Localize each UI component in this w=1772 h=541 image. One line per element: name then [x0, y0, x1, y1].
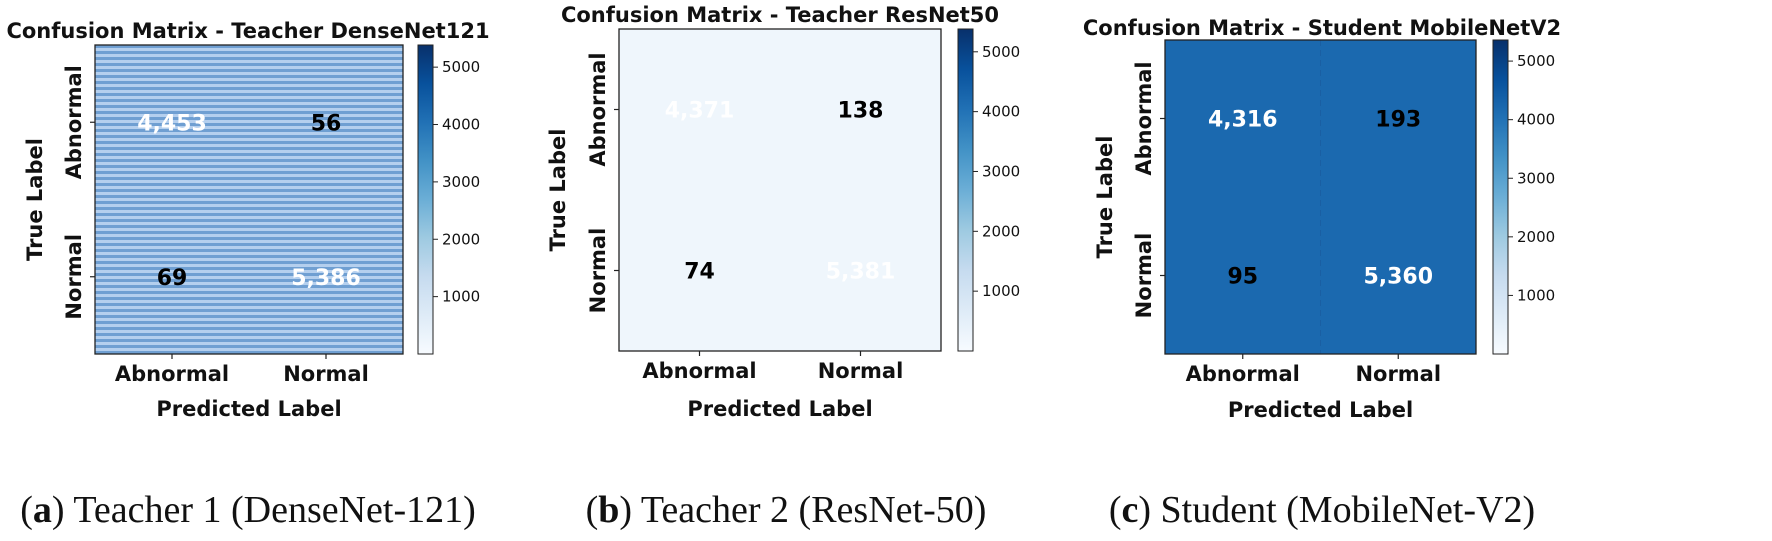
colorbar	[957, 28, 974, 352]
y-tick-label: Abnormal	[1132, 61, 1156, 175]
caption-b: (b) Teacher 2 (ResNet-50)	[585, 489, 987, 531]
cell-value-label: 69	[157, 266, 188, 291]
heatmap-cell	[619, 190, 780, 351]
heatmap-cell	[1165, 197, 1321, 354]
x-tick-label: Abnormal	[115, 362, 229, 386]
plot-frame	[94, 44, 404, 355]
plot-frame	[1164, 39, 1477, 355]
heatmap-cell	[1320, 197, 1476, 354]
y-tick-label: Normal	[62, 234, 86, 320]
heatmap-cell	[619, 29, 780, 190]
y-tick-label: Normal	[1132, 233, 1156, 319]
heatmap-cell	[95, 45, 249, 200]
cell-value-label: 56	[311, 111, 342, 136]
x-axis-label: Predicted Label	[1228, 398, 1413, 422]
colorbar-tick-label: 5000	[442, 58, 480, 76]
cell-value-label: 138	[838, 99, 884, 124]
x-tick-label: Normal	[818, 359, 904, 383]
cell-value-label: 193	[1375, 108, 1421, 133]
caption-a: (a) Teacher 1 (DenseNet-121)	[20, 489, 476, 531]
colorbar-tick-label: 1000	[442, 288, 480, 306]
colorbar-tick-label: 3000	[442, 173, 480, 191]
chart-title: Confusion Matrix - Student MobileNetV2	[1083, 16, 1561, 40]
y-axis-label: True Label	[1093, 136, 1117, 259]
y-tick-label: Abnormal	[62, 65, 86, 179]
caption-c: (c) Student (MobileNet-V2)	[1108, 489, 1536, 531]
colorbar-tick-label: 2000	[1517, 228, 1555, 246]
colorbar	[417, 44, 434, 355]
cell-value-label: 5,360	[1363, 265, 1433, 290]
colorbar-tick-label: 2000	[982, 222, 1020, 240]
y-tick-label: Abnormal	[586, 52, 610, 166]
cell-value-label: 4,316	[1208, 108, 1278, 133]
colorbar-tick-label: 4000	[982, 103, 1020, 121]
cell-value-label: 74	[684, 260, 715, 285]
x-tick-label: Abnormal	[1186, 362, 1300, 386]
colorbar-tick-label: 5000	[982, 43, 1020, 61]
heatmap-cell	[249, 199, 403, 354]
cell-value-label: 95	[1227, 265, 1258, 290]
chart-title: Confusion Matrix - Teacher DenseNet121	[6, 19, 489, 43]
colorbar-tick-label: 2000	[442, 230, 480, 248]
heatmap-cell	[249, 45, 403, 200]
x-tick-label: Normal	[1355, 362, 1441, 386]
colorbar-tick-label: 3000	[1517, 169, 1555, 187]
x-tick-label: Abnormal	[642, 359, 756, 383]
y-axis-label: True Label	[546, 129, 570, 252]
plot-frame	[618, 28, 942, 352]
y-tick-label: Normal	[586, 228, 610, 314]
heatmap-cell	[780, 190, 941, 351]
colorbar-tick-label: 5000	[1517, 52, 1555, 70]
heatmap-cell	[95, 199, 249, 354]
colorbar-tick-label: 1000	[1517, 286, 1555, 304]
colorbar-tick-label: 4000	[1517, 111, 1555, 129]
heatmap-cell	[1165, 40, 1321, 197]
x-axis-label: Predicted Label	[156, 397, 341, 421]
colorbar	[1492, 39, 1509, 355]
heatmap-cell	[780, 29, 941, 190]
cell-value-label: 5,386	[291, 266, 361, 291]
x-axis-label: Predicted Label	[687, 397, 872, 421]
colorbar-tick-label: 4000	[442, 116, 480, 134]
y-axis-label: True Label	[23, 138, 47, 261]
cell-value-label: 4,453	[137, 111, 207, 136]
colorbar-tick-label: 3000	[982, 162, 1020, 180]
x-tick-label: Normal	[283, 362, 369, 386]
colorbar-tick-label: 1000	[982, 282, 1020, 300]
cell-value-label: 4,371	[665, 99, 735, 124]
cell-value-label: 5,381	[826, 260, 896, 285]
chart-title: Confusion Matrix - Teacher ResNet50	[561, 3, 999, 27]
heatmap-cell	[1320, 40, 1476, 197]
